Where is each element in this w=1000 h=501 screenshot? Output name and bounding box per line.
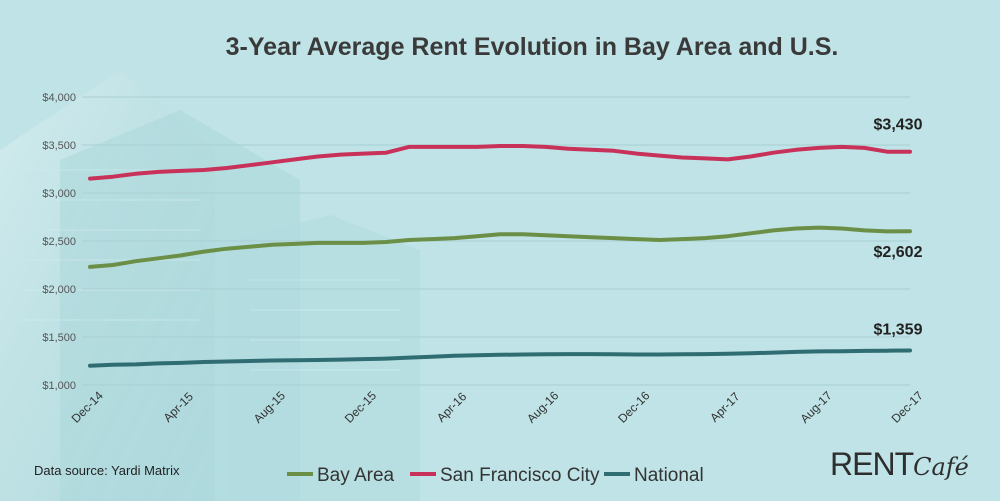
series-lines [88, 144, 912, 368]
x-tick-label: Dec-17 [889, 388, 926, 425]
legend-label-bay-area: Bay Area [317, 465, 395, 486]
x-tick-label: Apr-17 [707, 389, 743, 425]
series-line-national [88, 348, 912, 368]
annotations: $3,430 $2,602 $1,359 [874, 117, 923, 339]
background-buildings-image [0, 70, 420, 501]
grid [82, 96, 910, 386]
y-tick-label: $2,500 [42, 236, 76, 248]
series-line-san-francisco-city [88, 144, 912, 181]
y-axis: $1,000 $1,500 $2,000 $2,500 $3,000 $3,500 $4,0… [42, 92, 76, 392]
y-tick-label: $2,000 [42, 284, 76, 296]
y-tick-label: $1,500 [42, 332, 76, 344]
y-tick-label: $3,000 [42, 188, 76, 200]
x-tick-label: Aug-17 [797, 388, 834, 425]
data-label-national: $1,359 [874, 322, 923, 339]
data-label-san-francisco-city: $3,430 [874, 117, 923, 134]
x-tick-label: Aug-16 [524, 388, 561, 425]
rentcafe-logo: RENTCafé [830, 446, 969, 482]
legend-label-national: National [634, 465, 704, 486]
chart-title: 3-Year Average Rent Evolution in Bay Are… [226, 33, 839, 61]
x-tick-label: Apr-16 [434, 389, 470, 425]
legend: Bay Area San Francisco City National [287, 465, 704, 486]
y-tick-label: $4,000 [42, 92, 76, 104]
x-tick-label: Dec-16 [615, 388, 652, 425]
data-label-bay-area: $2,602 [874, 244, 923, 261]
data-source-note: Data source: Yardi Matrix [34, 463, 180, 478]
y-tick-label: $3,500 [42, 140, 76, 152]
legend-label-san-francisco-city: San Francisco City [440, 465, 600, 486]
y-tick-label: $1,000 [42, 380, 76, 392]
series-line-bay-area [88, 225, 912, 269]
